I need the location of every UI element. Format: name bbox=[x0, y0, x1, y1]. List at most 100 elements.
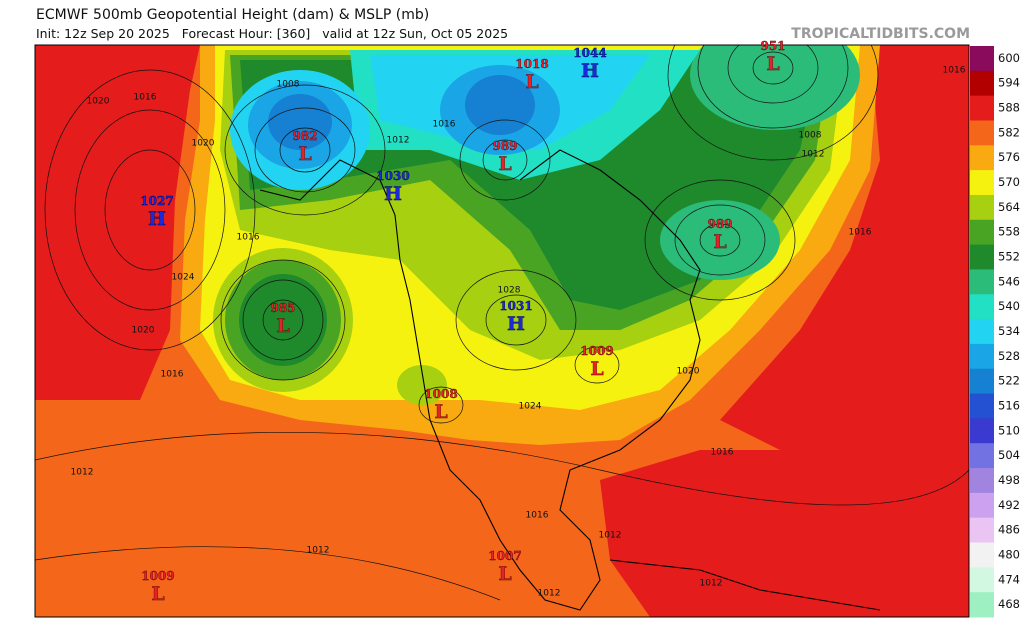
center-pressure: 951 bbox=[760, 39, 785, 53]
colorbar-label: 564 bbox=[998, 200, 1020, 214]
isobar-label: 1016 bbox=[433, 120, 456, 130]
colorbar-label: 528 bbox=[998, 349, 1020, 363]
colorbar-label: 522 bbox=[998, 374, 1020, 388]
colorbar-label: 534 bbox=[998, 324, 1020, 338]
isobar-label: 1020 bbox=[87, 97, 110, 107]
colorbar-swatch bbox=[970, 468, 994, 494]
center-pressure: 1018 bbox=[515, 57, 548, 71]
colorbar-swatch bbox=[970, 443, 994, 469]
center-pressure: 1007 bbox=[488, 549, 521, 563]
colorbar-swatch bbox=[970, 194, 994, 221]
center-pressure: 1027 bbox=[140, 194, 173, 208]
isobar-label: 1012 bbox=[599, 531, 622, 541]
center-letter: H bbox=[507, 313, 525, 335]
isobar-label: 1012 bbox=[538, 589, 561, 599]
colorbar-swatch bbox=[970, 343, 994, 370]
isobar-label: 1020 bbox=[132, 326, 155, 336]
isobar-label: 1016 bbox=[849, 228, 872, 238]
colorbar-label: 468 bbox=[998, 597, 1020, 611]
colorbar-label: 504 bbox=[998, 448, 1020, 462]
center-letter: L bbox=[298, 143, 311, 165]
isobar-label: 1024 bbox=[519, 402, 542, 412]
height-field bbox=[35, 45, 969, 617]
center-letter: L bbox=[498, 563, 511, 585]
center-letter: L bbox=[151, 583, 164, 605]
colorbar-swatch bbox=[970, 393, 994, 419]
colorbar-swatch bbox=[970, 95, 994, 121]
colorbar-swatch bbox=[970, 170, 994, 196]
colorbar-swatch bbox=[970, 368, 994, 395]
center-letter: L bbox=[713, 231, 726, 253]
map-area: 1020 1016 1020 1016 1024 1020 1016 1012 1012 1016… bbox=[34, 39, 970, 618]
colorbar-swatch bbox=[970, 542, 994, 568]
colorbar-swatch bbox=[970, 70, 994, 97]
colorbar-label: 588 bbox=[998, 101, 1020, 115]
colorbar-swatch bbox=[970, 517, 994, 544]
center-letter: L bbox=[766, 53, 779, 75]
isobar-label: 1020 bbox=[677, 367, 700, 377]
center-letter: L bbox=[498, 153, 511, 175]
isobar-label: 1016 bbox=[134, 93, 157, 103]
colorbar-swatch bbox=[970, 492, 994, 519]
center-pressure: 1044 bbox=[573, 46, 606, 60]
isobar-label: 1016 bbox=[711, 448, 734, 458]
center-letter: L bbox=[525, 71, 538, 93]
isobar-label: 1012 bbox=[387, 136, 410, 146]
colorbar-label: 570 bbox=[998, 175, 1020, 189]
colorbar-label: 540 bbox=[998, 299, 1020, 313]
center-letter: L bbox=[276, 315, 289, 337]
center-pressure: 989 bbox=[492, 139, 517, 153]
source-watermark: TROPICALTIDBITS.COM bbox=[791, 26, 970, 42]
center-pressure: 1030 bbox=[376, 169, 409, 183]
colorbar-swatch bbox=[970, 418, 994, 444]
colorbar-label: 492 bbox=[998, 498, 1020, 512]
center-pressure: 985 bbox=[270, 301, 295, 315]
isobar-label: 1028 bbox=[498, 286, 521, 296]
center-pressure: 982 bbox=[292, 129, 317, 143]
colorbar-label: 486 bbox=[998, 523, 1020, 537]
colorbar-swatch bbox=[970, 244, 994, 270]
map-title: ECMWF 500mb Geopotential Height (dam) & … bbox=[36, 7, 429, 23]
colorbar-label: 600 bbox=[998, 51, 1020, 65]
isobars bbox=[35, 45, 969, 601]
isobar-label: 1020 bbox=[192, 139, 215, 149]
colorbar-swatch bbox=[970, 567, 994, 593]
colorbar-swatch bbox=[970, 319, 994, 345]
center-pressure: 1009 bbox=[141, 569, 174, 583]
isobar-label: 1008 bbox=[277, 80, 300, 90]
colorbar-label: 576 bbox=[998, 150, 1020, 164]
colorbar-label: 546 bbox=[998, 274, 1020, 288]
isobar-label: 1016 bbox=[943, 66, 966, 76]
colorbar-label: 552 bbox=[998, 250, 1020, 264]
colorbar-label: 480 bbox=[998, 547, 1020, 561]
colorbar-label: 510 bbox=[998, 423, 1020, 437]
isobar-label: 1012 bbox=[307, 546, 330, 556]
center-pressure: 1009 bbox=[580, 344, 613, 358]
center-letter: H bbox=[581, 60, 599, 82]
isobar-label: 1008 bbox=[799, 131, 822, 141]
center-letter: L bbox=[590, 358, 603, 380]
colorbar-swatch bbox=[970, 269, 994, 295]
colorbar: 600 594 588 582 576 570 564 558 552 546 540 534 528 5… bbox=[970, 46, 1020, 618]
colorbar-swatch bbox=[970, 219, 994, 246]
isobar-label: 1012 bbox=[700, 579, 723, 589]
isobar-label: 1016 bbox=[161, 370, 184, 380]
center-pressure: 989 bbox=[707, 217, 732, 231]
isobar-label: 1012 bbox=[802, 150, 825, 160]
colorbar-label: 498 bbox=[998, 473, 1020, 487]
colorbar-swatch bbox=[970, 592, 994, 618]
colorbar-label: 594 bbox=[998, 76, 1020, 90]
colorbar-swatch bbox=[970, 120, 994, 146]
isobar-label: 1016 bbox=[526, 511, 549, 521]
center-pressure: 1008 bbox=[424, 387, 457, 401]
isobar-label: 1016 bbox=[237, 233, 260, 243]
colorbar-swatch bbox=[970, 46, 994, 72]
colorbar-label: 474 bbox=[998, 572, 1020, 586]
center-letter: H bbox=[384, 183, 402, 205]
map-subtitle: Init: 12z Sep 20 2025 Forecast Hour: [36… bbox=[36, 26, 508, 41]
center-pressure: 1031 bbox=[499, 299, 532, 313]
colorbar-label: 558 bbox=[998, 225, 1020, 239]
colorbar-label: 516 bbox=[998, 398, 1020, 412]
colorbar-swatch bbox=[970, 145, 994, 171]
